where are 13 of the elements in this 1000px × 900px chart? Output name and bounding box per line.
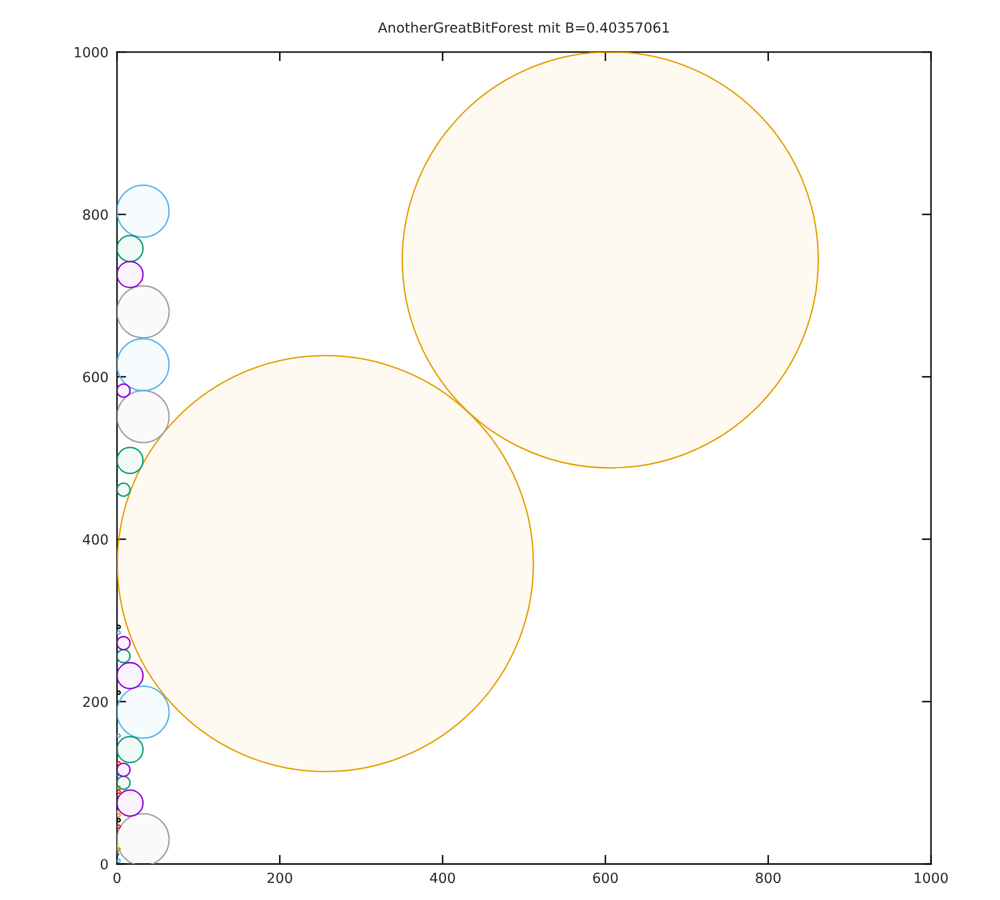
y-tick-label: 200: [83, 696, 108, 708]
x-tick-label: 800: [756, 872, 781, 884]
x-tick-label: 1000: [914, 872, 948, 884]
y-tick-label: 1000: [74, 46, 108, 58]
x-tick-label: 600: [593, 872, 618, 884]
y-tick-label: 0: [100, 858, 108, 870]
y-tick-label: 800: [83, 209, 108, 220]
x-tick-label: 200: [268, 872, 292, 884]
x-tick-label: 0: [113, 872, 120, 884]
y-tick-label: 400: [82, 534, 108, 545]
chart-title: AnotherGreatBitForest mit B=0.40357061: [378, 22, 669, 33]
x-tick-label: 400: [430, 872, 455, 884]
y-tick-label: 600: [83, 372, 108, 382]
